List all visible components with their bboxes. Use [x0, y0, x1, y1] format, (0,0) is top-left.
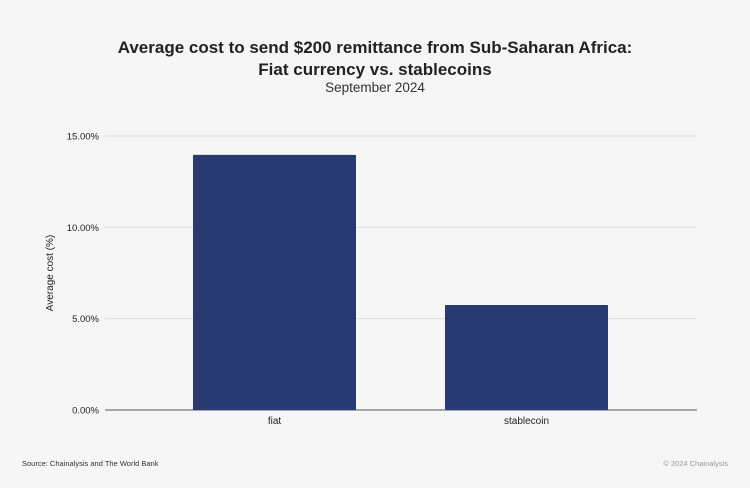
x-tick-label: fiat: [268, 416, 282, 427]
chart-subtitle: September 2024: [325, 80, 425, 95]
y-tick-label: 5.00%: [72, 314, 99, 325]
bar-stablecoin: [445, 304, 608, 410]
chart-title-line1: Average cost to send $200 remittance fro…: [117, 38, 633, 57]
y-tick-label: 15.00%: [67, 132, 100, 143]
copyright: © 2024 Chainalysis: [663, 459, 728, 468]
source-note: Source: Chainalysis and The World Bank: [22, 459, 159, 468]
bar-fiat: [193, 154, 356, 410]
x-tick-label: stablecoin: [504, 416, 549, 427]
chart-title-line2: Fiat currency vs. stablecoins: [258, 60, 492, 79]
y-tick-label: 0.00%: [72, 406, 99, 417]
y-tick-label: 10.00%: [67, 223, 100, 234]
y-axis-label: Average cost (%): [45, 235, 56, 312]
